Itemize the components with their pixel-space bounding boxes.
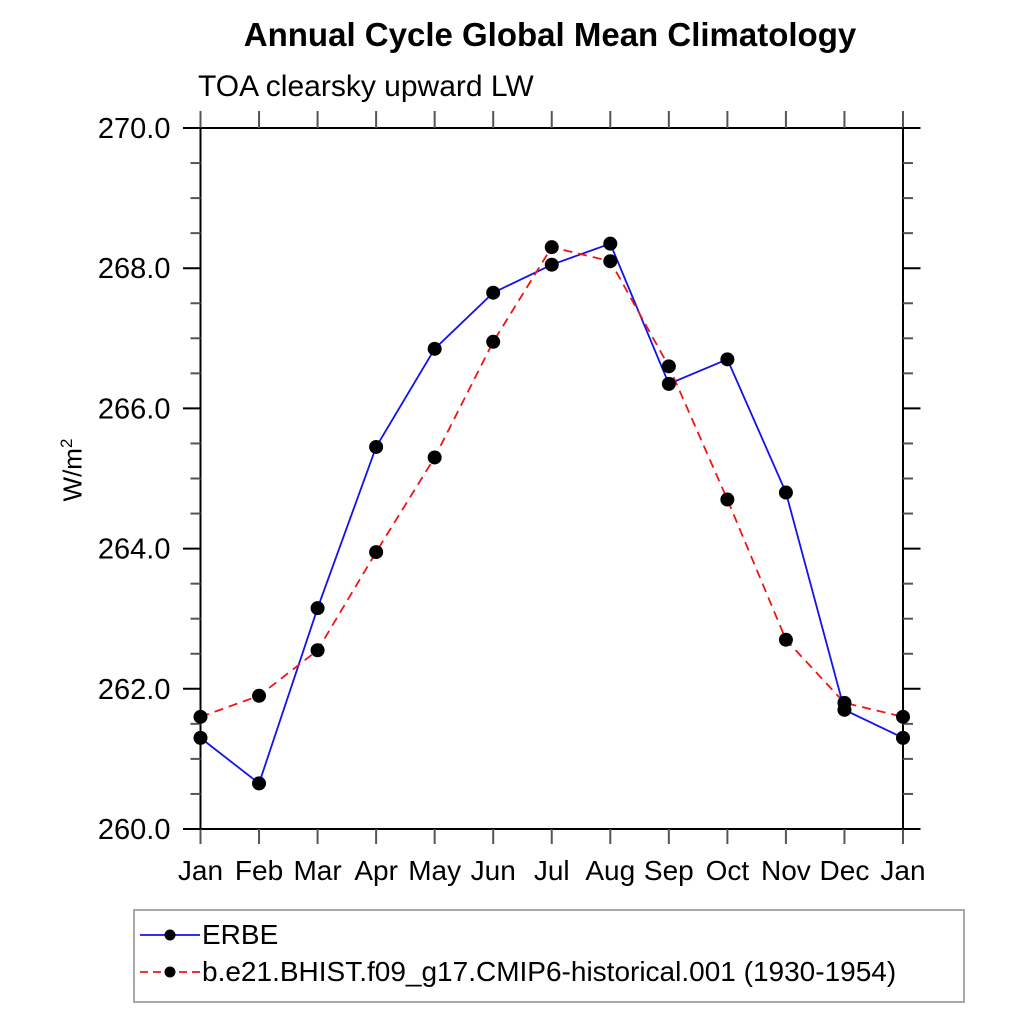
svg-text:262.0: 262.0: [98, 674, 171, 706]
svg-text:Nov: Nov: [761, 855, 811, 886]
svg-text:266.0: 266.0: [98, 393, 171, 425]
svg-text:Feb: Feb: [235, 855, 283, 886]
legend-box: ERBE b.e21.BHIST.f09_g17.CMIP6-historica…: [133, 909, 965, 1003]
legend-label-model: b.e21.BHIST.f09_g17.CMIP6-historical.001…: [202, 955, 897, 987]
svg-text:Mar: Mar: [293, 855, 341, 886]
svg-text:Dec: Dec: [820, 855, 870, 886]
plot-area: Jan Feb Mar Apr May Jun Jul Aug Sep Oct Nov Dec Jan2…: [98, 111, 926, 886]
svg-text:264.0: 264.0: [98, 534, 171, 566]
svg-text:Jan: Jan: [880, 855, 925, 886]
legend-line-marker-sample: [140, 966, 200, 977]
chart-title: Annual Cycle Global Mean Climatology: [243, 16, 857, 53]
svg-text:Apr: Apr: [354, 855, 398, 886]
svg-text:May: May: [408, 855, 461, 886]
legend-item-model: b.e21.BHIST.f09_g17.CMIP6-historical.001…: [135, 953, 963, 990]
svg-text:270.0: 270.0: [98, 113, 171, 145]
svg-text:Aug: Aug: [585, 855, 635, 886]
chart-subtitle: TOA clearsky upward LW: [198, 70, 534, 103]
legend-item-erbe: ERBE: [135, 916, 963, 953]
svg-text:Jun: Jun: [471, 855, 516, 886]
svg-text:268.0: 268.0: [98, 253, 171, 285]
legend-line-marker-sample: [140, 929, 200, 940]
legend-label-erbe: ERBE: [202, 918, 279, 950]
svg-text:260.0: 260.0: [98, 814, 171, 846]
svg-text:Oct: Oct: [706, 855, 750, 886]
svg-text:Sep: Sep: [644, 855, 694, 886]
svg-text:Jan: Jan: [178, 855, 223, 886]
svg-text:Jul: Jul: [534, 855, 570, 886]
